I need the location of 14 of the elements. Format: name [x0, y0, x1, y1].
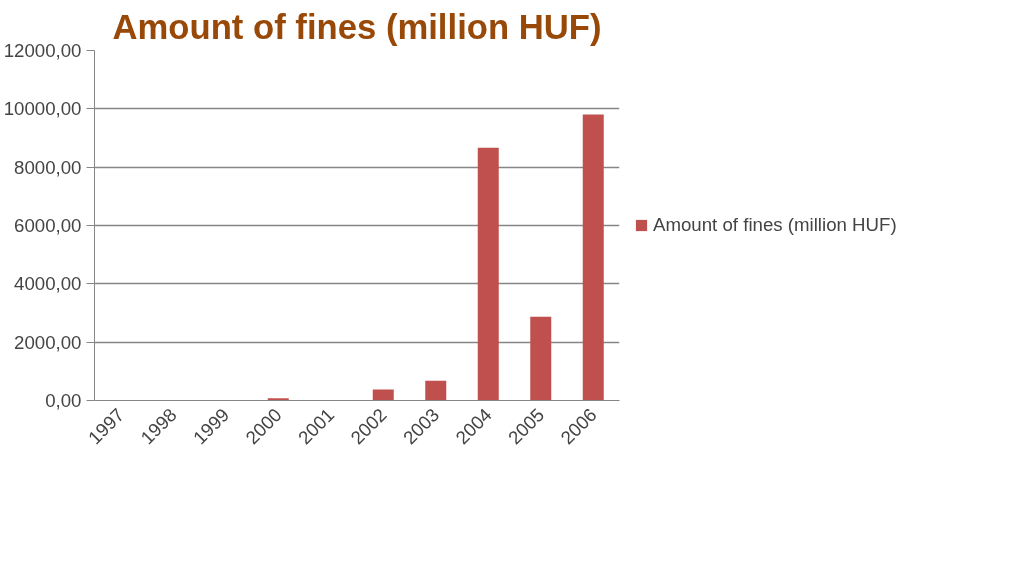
y-tick-label: 8000,00 — [14, 156, 82, 178]
y-tick-label: 6000,00 — [14, 215, 82, 236]
y-tick-label: 10000,00 — [3, 98, 82, 120]
bar — [530, 316, 552, 401]
bar — [372, 389, 394, 401]
bar — [425, 380, 447, 401]
y-tick-label: 0,00 — [45, 390, 82, 411]
y-tick-label: 12000,00 — [3, 40, 82, 61]
legend-label: Amount of fines (million HUF) — [653, 214, 897, 236]
chart-title: Amount of fines (million HUF) — [112, 7, 602, 46]
bar — [582, 114, 604, 401]
y-tick-label: 4000,00 — [14, 273, 82, 295]
y-tick-label: 2000,00 — [14, 331, 82, 353]
bar — [477, 147, 499, 401]
